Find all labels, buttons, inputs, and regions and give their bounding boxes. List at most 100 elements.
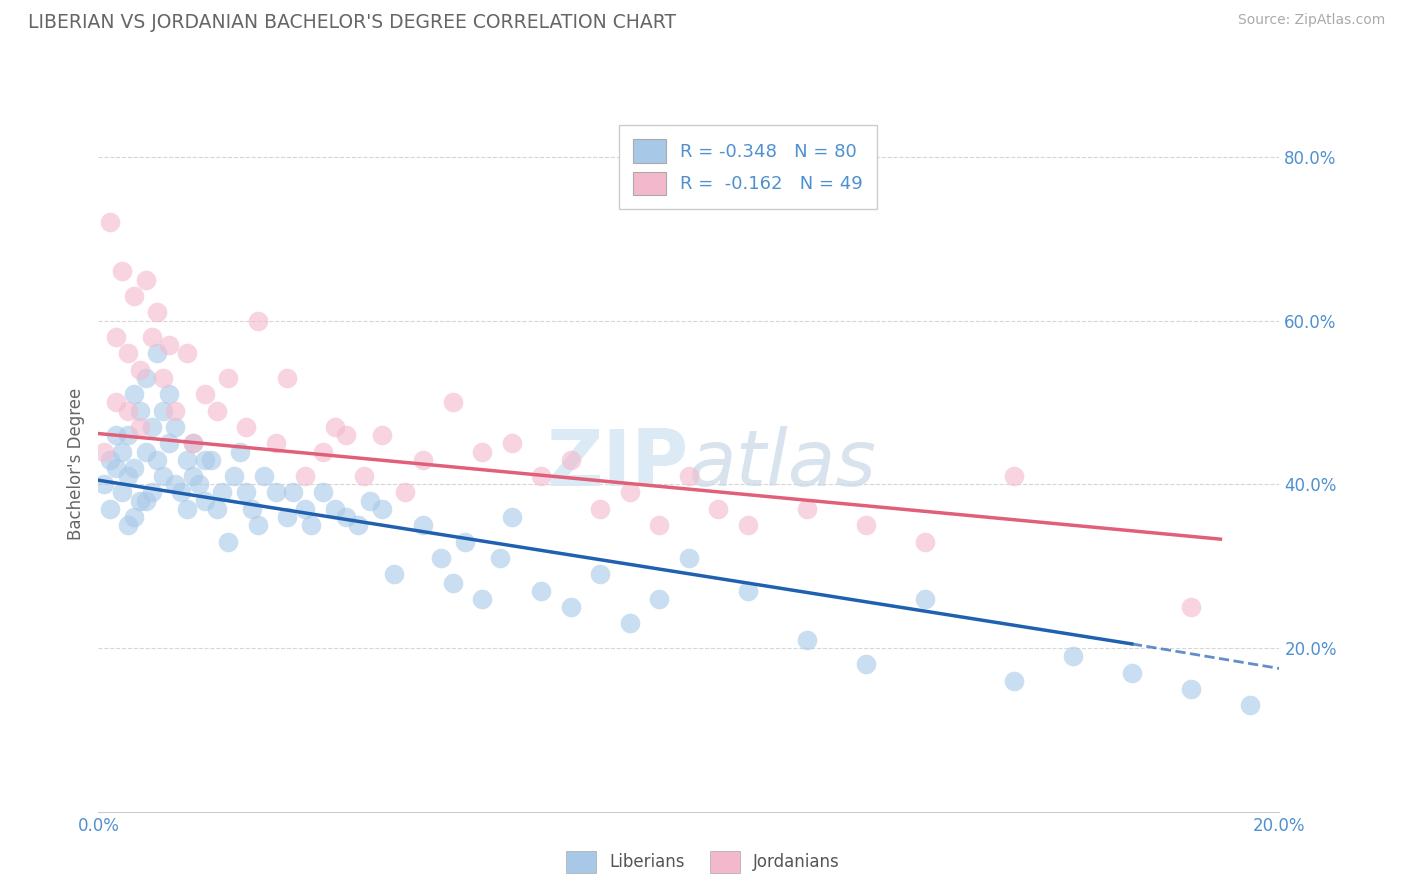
- Point: [176, 346, 198, 360]
- Point: [98, 452, 121, 467]
- Point: [217, 371, 239, 385]
- Point: [501, 510, 523, 524]
- Point: [294, 469, 316, 483]
- Point: [471, 591, 494, 606]
- Point: [276, 510, 298, 524]
- Point: [122, 289, 145, 303]
- Point: [135, 444, 157, 458]
- Point: [194, 452, 217, 467]
- Point: [1180, 600, 1202, 615]
- Point: [246, 313, 269, 327]
- Text: Source: ZipAtlas.com: Source: ZipAtlas.com: [1237, 13, 1385, 28]
- Point: [312, 444, 335, 458]
- Point: [489, 551, 512, 566]
- Point: [194, 387, 217, 401]
- Point: [152, 403, 174, 417]
- Point: [914, 534, 936, 549]
- Text: ZIP: ZIP: [547, 425, 689, 502]
- Point: [264, 485, 287, 500]
- Point: [619, 616, 641, 631]
- Y-axis label: Bachelor's Degree: Bachelor's Degree: [66, 388, 84, 540]
- Point: [117, 403, 139, 417]
- Point: [98, 501, 121, 516]
- Point: [1002, 469, 1025, 483]
- Point: [105, 395, 128, 409]
- Point: [453, 534, 475, 549]
- Point: [105, 428, 128, 442]
- Point: [441, 395, 464, 409]
- Point: [335, 428, 357, 442]
- Point: [170, 485, 193, 500]
- Point: [93, 444, 115, 458]
- Point: [299, 518, 322, 533]
- Point: [914, 591, 936, 606]
- Point: [1062, 649, 1084, 664]
- Point: [152, 469, 174, 483]
- Point: [678, 551, 700, 566]
- Point: [98, 215, 121, 229]
- Point: [1239, 698, 1261, 713]
- Point: [224, 469, 246, 483]
- Point: [217, 534, 239, 549]
- Point: [122, 387, 145, 401]
- Point: [619, 485, 641, 500]
- Point: [648, 518, 671, 533]
- Point: [128, 362, 150, 376]
- Point: [111, 485, 134, 500]
- Point: [122, 461, 145, 475]
- Point: [176, 501, 198, 516]
- Point: [117, 428, 139, 442]
- Point: [382, 567, 405, 582]
- Point: [165, 477, 187, 491]
- Point: [276, 371, 298, 385]
- Legend: R = -0.348   N = 80, R =  -0.162   N = 49: R = -0.348 N = 80, R = -0.162 N = 49: [619, 125, 877, 210]
- Point: [412, 452, 434, 467]
- Point: [648, 591, 671, 606]
- Point: [1121, 665, 1143, 680]
- Point: [294, 501, 316, 516]
- Point: [560, 600, 582, 615]
- Point: [235, 485, 257, 500]
- Point: [194, 493, 217, 508]
- Point: [589, 501, 612, 516]
- Point: [135, 493, 157, 508]
- Point: [205, 403, 228, 417]
- Point: [128, 493, 150, 508]
- Point: [176, 452, 198, 467]
- Point: [796, 501, 818, 516]
- Point: [323, 501, 346, 516]
- Point: [229, 444, 252, 458]
- Point: [707, 501, 730, 516]
- Point: [471, 444, 494, 458]
- Point: [1180, 681, 1202, 696]
- Point: [181, 436, 204, 450]
- Point: [501, 436, 523, 450]
- Point: [240, 501, 263, 516]
- Point: [371, 428, 394, 442]
- Point: [146, 452, 169, 467]
- Point: [93, 477, 115, 491]
- Point: [157, 387, 180, 401]
- Point: [855, 518, 877, 533]
- Point: [737, 583, 759, 598]
- Point: [430, 551, 453, 566]
- Point: [111, 444, 134, 458]
- Point: [105, 330, 128, 344]
- Point: [347, 518, 370, 533]
- Point: [394, 485, 416, 500]
- Point: [359, 493, 381, 508]
- Point: [335, 510, 357, 524]
- Point: [128, 420, 150, 434]
- Point: [560, 452, 582, 467]
- Point: [589, 567, 612, 582]
- Point: [165, 420, 187, 434]
- Point: [157, 436, 180, 450]
- Text: atlas: atlas: [689, 425, 877, 502]
- Point: [157, 338, 180, 352]
- Point: [211, 485, 233, 500]
- Point: [146, 346, 169, 360]
- Point: [1002, 673, 1025, 688]
- Point: [111, 264, 134, 278]
- Point: [312, 485, 335, 500]
- Point: [181, 436, 204, 450]
